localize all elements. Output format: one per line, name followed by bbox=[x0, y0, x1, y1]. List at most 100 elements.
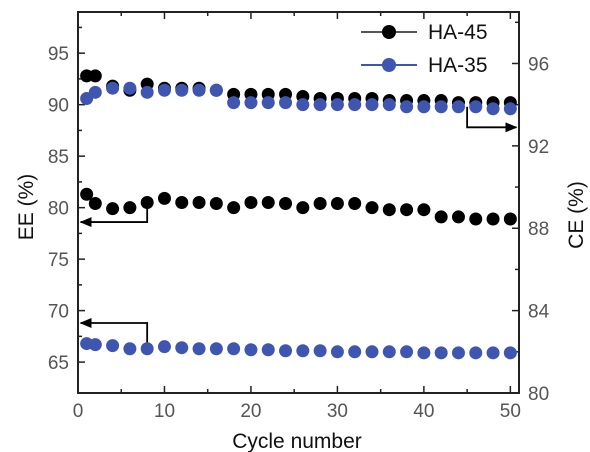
y-right-tick-label: 84 bbox=[528, 302, 550, 323]
y-left-tick-label: 65 bbox=[48, 353, 69, 374]
point-ha-35-ee bbox=[157, 340, 171, 354]
point-ha-35-ee bbox=[382, 345, 396, 359]
point-ha-45-ee bbox=[140, 196, 154, 209]
point-ha-45-ee bbox=[157, 191, 171, 205]
point-ha-35-ce bbox=[192, 83, 206, 97]
point-ha-35-ee bbox=[140, 342, 154, 356]
point-ha-45-ee bbox=[88, 197, 102, 211]
legend-item-ha-35: HA-35 bbox=[361, 54, 488, 77]
point-ha-35-ee bbox=[330, 345, 344, 359]
point-ha-35-ee bbox=[400, 345, 414, 359]
point-ha-35-ee bbox=[279, 344, 293, 358]
point-ha-45-ee bbox=[417, 203, 431, 217]
point-ha-35-ce bbox=[382, 98, 396, 112]
legend-marker-ha-35 bbox=[382, 58, 396, 72]
point-ha-45-ee bbox=[365, 201, 379, 215]
y-left-tick-label: 95 bbox=[48, 44, 69, 65]
point-ha-35-ce bbox=[330, 98, 344, 112]
point-ha-35-ee bbox=[209, 342, 223, 356]
point-ha-45-ce bbox=[88, 69, 102, 83]
y-axis-right-title: CE (%) bbox=[565, 181, 588, 249]
point-ha-35-ee bbox=[296, 344, 310, 358]
point-ha-45-ee bbox=[123, 201, 137, 215]
point-ha-35-ce bbox=[451, 100, 465, 114]
point-ha-45-ee bbox=[382, 203, 396, 217]
y-right-tick-label: 96 bbox=[528, 54, 549, 75]
point-ha-45-ee bbox=[261, 196, 275, 209]
point-ha-35-ee bbox=[123, 342, 137, 356]
point-ha-35-ce bbox=[157, 83, 171, 97]
tick-marks bbox=[77, 12, 519, 394]
point-ha-45-ee bbox=[469, 212, 483, 226]
point-ha-35-ce bbox=[296, 98, 310, 112]
point-ha-35-ee bbox=[106, 339, 120, 353]
x-tick-label: 10 bbox=[154, 401, 175, 422]
y-axis-left-title: EE (%) bbox=[15, 174, 38, 241]
tick-labels: 0 10 20 30 40 50 65 70 75 80 85 90 95 80 84 88 92 96 bbox=[48, 44, 550, 422]
point-ha-35-ee bbox=[365, 345, 379, 359]
point-ha-45-ee bbox=[330, 197, 344, 211]
point-ha-45-ee bbox=[80, 187, 94, 201]
arrow-right-3 bbox=[466, 106, 518, 133]
point-ha-35-ce bbox=[313, 98, 327, 112]
axes bbox=[77, 11, 520, 394]
y-left-tick-label: 90 bbox=[48, 96, 69, 117]
arrow-left-1 bbox=[79, 202, 149, 228]
point-ha-35-ee bbox=[175, 341, 189, 355]
point-ha-35-ee bbox=[261, 343, 275, 357]
point-ha-35-ce bbox=[140, 85, 154, 99]
point-ha-35-ee bbox=[451, 346, 465, 360]
point-ha-35-ee bbox=[244, 343, 258, 357]
point-ha-35-ee bbox=[313, 344, 327, 358]
point-ha-45-ee bbox=[279, 197, 293, 211]
point-ha-45-ee bbox=[209, 197, 223, 211]
y-right-tick-label: 80 bbox=[528, 384, 549, 405]
plot-frame bbox=[77, 11, 520, 394]
y-left-tick-label: 70 bbox=[48, 302, 69, 323]
x-tick-label: 50 bbox=[500, 401, 521, 422]
annotation-arrows bbox=[79, 106, 518, 349]
y-left-tick-label: 85 bbox=[48, 147, 69, 168]
y-right-tick-label: 88 bbox=[528, 219, 549, 240]
x-tick-label: 20 bbox=[240, 401, 261, 422]
point-ha-35-ee bbox=[417, 346, 431, 360]
point-ha-35-ee bbox=[192, 342, 206, 356]
point-ha-35-ce bbox=[261, 96, 275, 110]
point-ha-45-ee bbox=[296, 201, 310, 215]
point-ha-35-ee bbox=[227, 342, 241, 356]
legend-label-ha-35: HA-35 bbox=[428, 54, 488, 77]
point-ha-35-ee bbox=[348, 345, 362, 359]
y-left-tick-label: 80 bbox=[48, 199, 69, 220]
y-right-tick-label: 92 bbox=[528, 137, 549, 158]
x-tick-label: 40 bbox=[413, 401, 434, 422]
point-ha-45-ee bbox=[227, 201, 241, 215]
point-ha-35-ee bbox=[486, 346, 500, 360]
point-ha-35-ce bbox=[209, 83, 223, 97]
point-ha-45-ee bbox=[434, 210, 448, 224]
x-axis-title: Cycle number bbox=[232, 430, 362, 452]
legend: HA-45 HA-35 bbox=[361, 21, 488, 77]
arrow-left-2 bbox=[79, 317, 149, 349]
point-ha-45-ee bbox=[486, 212, 500, 226]
point-ha-45-ee bbox=[175, 196, 189, 209]
point-ha-35-ce bbox=[348, 98, 362, 112]
point-ha-45-ee bbox=[313, 197, 327, 211]
point-ha-45-ee bbox=[192, 196, 206, 209]
x-tick-label: 30 bbox=[327, 401, 348, 422]
point-ha-35-ee bbox=[88, 338, 102, 352]
point-ha-35-ce bbox=[88, 85, 102, 99]
point-ha-35-ce bbox=[175, 83, 189, 97]
y-left-tick-label: 75 bbox=[48, 250, 69, 271]
legend-label-ha-45: HA-45 bbox=[428, 21, 488, 44]
point-ha-35-ce bbox=[244, 96, 258, 110]
point-ha-45-ee bbox=[244, 196, 258, 209]
point-ha-35-ee bbox=[434, 346, 448, 360]
data-points bbox=[80, 69, 517, 360]
point-ha-35-ce bbox=[365, 98, 379, 112]
point-ha-45-ee bbox=[400, 203, 414, 217]
point-ha-35-ce bbox=[434, 100, 448, 114]
point-ha-35-ce bbox=[417, 100, 431, 114]
point-ha-35-ce bbox=[469, 100, 483, 114]
point-ha-35-ce bbox=[106, 81, 120, 95]
